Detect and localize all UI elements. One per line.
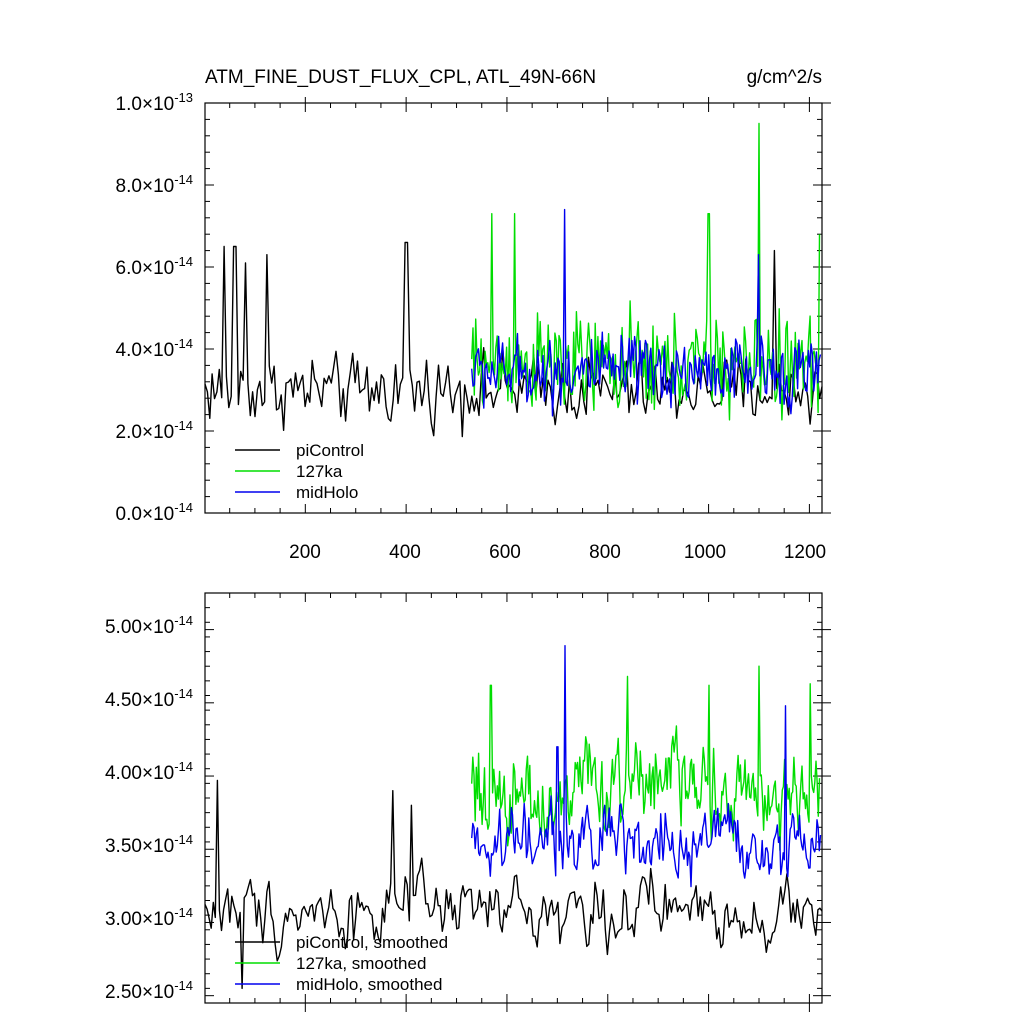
top-series-line-midholo bbox=[471, 208, 822, 417]
top-y-tick-label: 4.0×10-14 bbox=[116, 336, 193, 361]
top-legend-label-midholo: midHolo bbox=[296, 483, 358, 502]
bottom-y-tick-label: 4.00×10-14 bbox=[105, 759, 193, 784]
top-y-tick-label: 0.0×10-14 bbox=[116, 500, 193, 525]
top-y-tick-label: 1.0×10-13 bbox=[116, 90, 193, 115]
bottom-y-tick-label: 2.50×10-14 bbox=[105, 978, 193, 1003]
bottom-y-tick-label: 4.50×10-14 bbox=[105, 686, 193, 711]
top-x-tick-label: 200 bbox=[289, 542, 321, 563]
top-series-lines bbox=[204, 122, 823, 438]
top-y-tick-label: 8.0×10-14 bbox=[116, 172, 193, 197]
bottom-legend: piControl, smoothed 127ka, smoothed midH… bbox=[235, 933, 448, 994]
top-plot-frame bbox=[204, 102, 823, 514]
top-x-tick-label: 1200 bbox=[784, 542, 826, 563]
top-legend: piControl 127ka midHolo bbox=[235, 441, 364, 502]
top-tick-marks bbox=[205, 97, 831, 514]
bottom-plot-frame bbox=[204, 592, 823, 1004]
bottom-y-tick-label: 3.50×10-14 bbox=[105, 832, 193, 857]
bottom-series-line-midholo-smoothed bbox=[471, 645, 822, 888]
bottom-legend-label-127ka: 127ka, smoothed bbox=[296, 954, 426, 973]
top-x-tick-label: 800 bbox=[589, 542, 621, 563]
top-legend-label-127ka: 127ka bbox=[296, 462, 343, 481]
bottom-legend-label-midholo: midHolo, smoothed bbox=[296, 975, 442, 994]
top-series-line-picontrol bbox=[204, 241, 823, 438]
top-legend-label-picontrol: piControl bbox=[296, 441, 364, 460]
top-x-tick-label: 400 bbox=[389, 542, 421, 563]
bottom-panel: 2.50×10-14 3.00×10-14 3.50×10-14 4.00×10… bbox=[105, 592, 831, 1012]
bottom-tick-marks bbox=[205, 593, 831, 1012]
bottom-y-tick-label: 3.00×10-14 bbox=[105, 905, 193, 930]
top-y-tick-label: 2.0×10-14 bbox=[116, 418, 193, 443]
top-series-line-127ka bbox=[471, 122, 821, 421]
bottom-series-line-picontrol-smoothed bbox=[204, 779, 823, 990]
bottom-legend-label-picontrol: piControl, smoothed bbox=[296, 933, 448, 952]
top-y-tick-label: 6.0×10-14 bbox=[116, 254, 193, 279]
top-x-tick-label: 600 bbox=[489, 542, 521, 563]
top-x-tick-label: 1000 bbox=[684, 542, 726, 563]
bottom-series-lines bbox=[204, 645, 823, 990]
top-chart-units: g/cm^2/s bbox=[747, 67, 822, 88]
top-chart-title: ATM_FINE_DUST_FLUX_CPL, ATL_49N-66N bbox=[205, 67, 596, 88]
bottom-y-tick-label: 5.00×10-14 bbox=[105, 613, 193, 638]
top-panel: ATM_FINE_DUST_FLUX_CPL, ATL_49N-66N g/cm… bbox=[116, 67, 831, 563]
bottom-series-line-127ka-smoothed bbox=[471, 665, 821, 851]
